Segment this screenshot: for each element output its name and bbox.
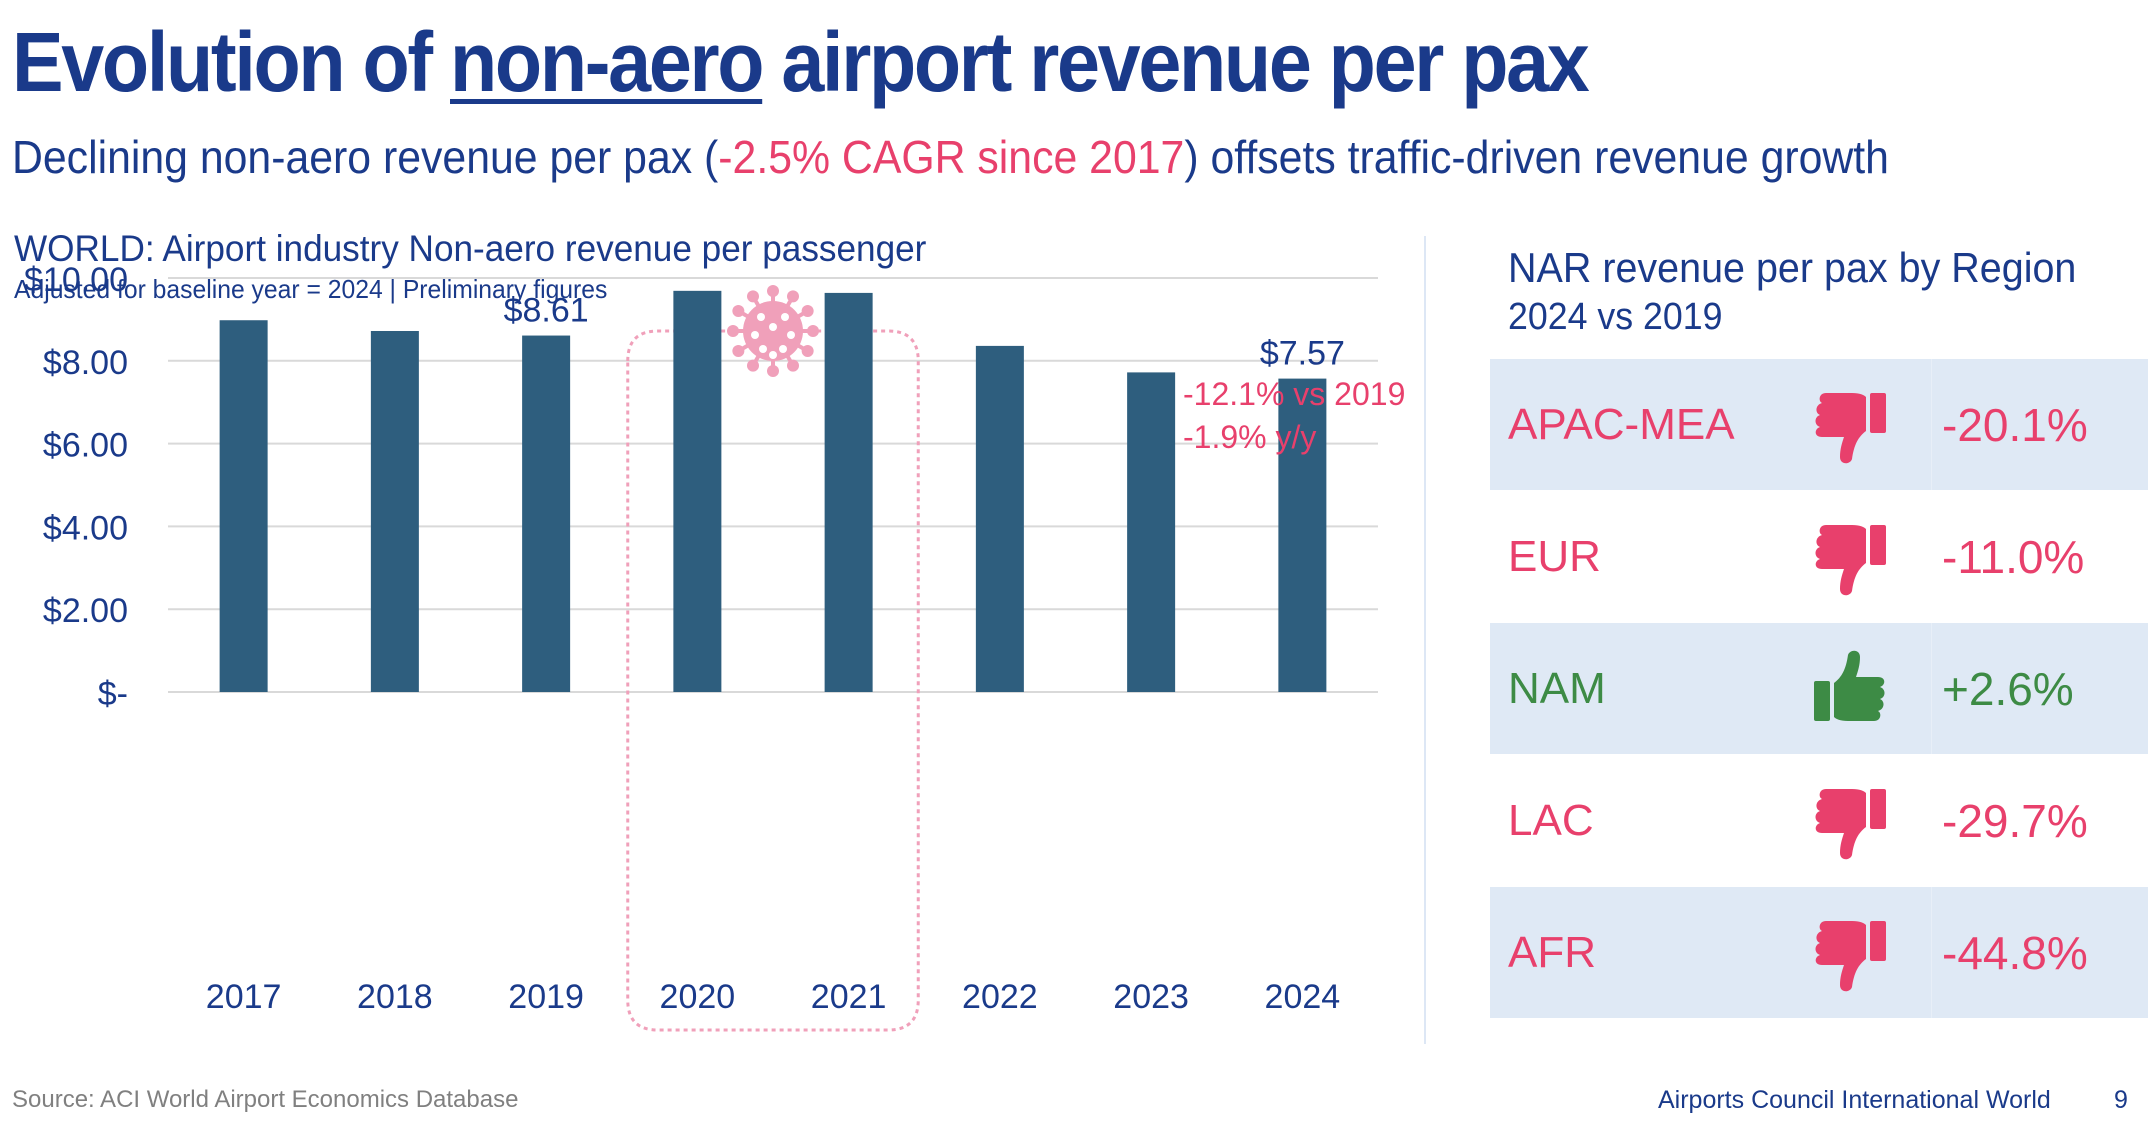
y-tick-label: $- — [98, 675, 128, 713]
subtitle-suffix: ) offsets traffic-driven revenue growth — [1184, 131, 1889, 183]
bar-2017 — [219, 320, 268, 692]
gridlines — [168, 277, 1378, 693]
x-tick-label: 2022 — [962, 978, 1038, 1016]
bar-2020 — [673, 290, 722, 692]
annotation-vs-2019: -12.1% vs 2019 — [1183, 376, 1405, 412]
y-tick-label: $8.00 — [43, 344, 128, 382]
y-tick-label: $2.00 — [43, 592, 128, 630]
subtitle-prefix: Declining non-aero revenue per pax ( — [12, 131, 719, 183]
chart-title: WORLD: Airport industry Non-aero revenue… — [14, 228, 927, 269]
region-change-value: -20.1% — [1942, 398, 2088, 451]
covid-period-highlight — [626, 285, 920, 1032]
y-tick-label: $6.00 — [43, 427, 128, 465]
bar-2024 — [1278, 378, 1327, 692]
page-subtitle: Declining non-aero revenue per pax (-2.5… — [12, 130, 1889, 184]
x-tick-label: 2018 — [357, 978, 433, 1016]
bar-2019 — [522, 335, 571, 692]
bar-2023 — [1127, 372, 1176, 692]
x-tick-label: 2020 — [660, 978, 736, 1016]
region-name: AFR — [1508, 927, 1596, 977]
x-tick-label: 2023 — [1113, 978, 1189, 1016]
y-tick-label: $10.00 — [24, 261, 128, 299]
region-name: EUR — [1508, 531, 1601, 581]
title-prefix: Evolution of — [12, 15, 451, 109]
region-row: EUR -11.0% — [1490, 491, 2148, 622]
labels: $- $2.00 $4.00 $6.00 $8.00 $10.00 2017 2018 2019… — [24, 261, 1405, 1016]
section-divider — [1424, 236, 1426, 1044]
y-tick-label: $4.00 — [43, 509, 128, 547]
bar-2021 — [824, 292, 873, 692]
region-table: APAC-MEA -20.1% EUR -11.0% NAM +2.6% LAC -2… — [1490, 359, 2148, 1019]
bars — [219, 290, 1327, 692]
data-label-2024: $7.57 — [1260, 335, 1345, 373]
x-tick-label: 2024 — [1265, 978, 1341, 1016]
bar-2022 — [975, 345, 1024, 692]
source-note: Source: ACI World Airport Economics Data… — [12, 1086, 519, 1113]
region-change-value: -29.7% — [1942, 794, 2088, 847]
region-change-value: -11.0% — [1942, 530, 2085, 583]
covid-virus-icon — [727, 285, 819, 377]
subtitle-highlight: -2.5% CAGR since 2017 — [718, 131, 1185, 183]
bar-chart: $- $2.00 $4.00 $6.00 $8.00 $10.00 2017 2018 2019… — [24, 261, 1405, 1032]
covid-period-box — [626, 329, 920, 1032]
region-row: APAC-MEA -20.1% — [1490, 359, 2148, 490]
x-tick-label: 2019 — [508, 978, 584, 1016]
region-change-value: +2.6% — [1942, 662, 2074, 715]
organization-name: Airports Council International World — [1658, 1086, 2051, 1114]
thumbs-up-icon — [1808, 647, 1892, 731]
region-panel-title: NAR revenue per pax by Region — [1508, 244, 2077, 291]
region-name: APAC-MEA — [1508, 399, 1735, 449]
region-row: NAM +2.6% — [1490, 623, 2148, 754]
thumbs-down-icon — [1808, 515, 1892, 599]
page-number: 9 — [2114, 1086, 2128, 1114]
data-label-2019: $8.61 — [504, 292, 589, 330]
x-tick-label: 2021 — [811, 978, 887, 1016]
region-name: LAC — [1508, 795, 1594, 845]
thumbs-down-icon — [1808, 383, 1892, 467]
annotation-yoy: -1.9% y/y — [1183, 419, 1316, 455]
page-title: Evolution of non-aero airport revenue pe… — [12, 14, 1590, 111]
thumbs-down-icon — [1808, 779, 1892, 863]
region-row: LAC -29.7% — [1490, 755, 2148, 886]
region-change-value: -44.8% — [1942, 926, 2088, 979]
title-underlined: non-aero — [450, 15, 764, 109]
region-row: AFR -44.8% — [1490, 887, 2148, 1018]
thumbs-down-icon — [1808, 911, 1892, 995]
bar-2018 — [370, 330, 419, 692]
region-name: NAM — [1508, 663, 1606, 713]
title-suffix: airport revenue per pax — [762, 15, 1589, 109]
region-panel-subtitle: 2024 vs 2019 — [1508, 296, 1723, 338]
x-tick-label: 2017 — [206, 978, 282, 1016]
